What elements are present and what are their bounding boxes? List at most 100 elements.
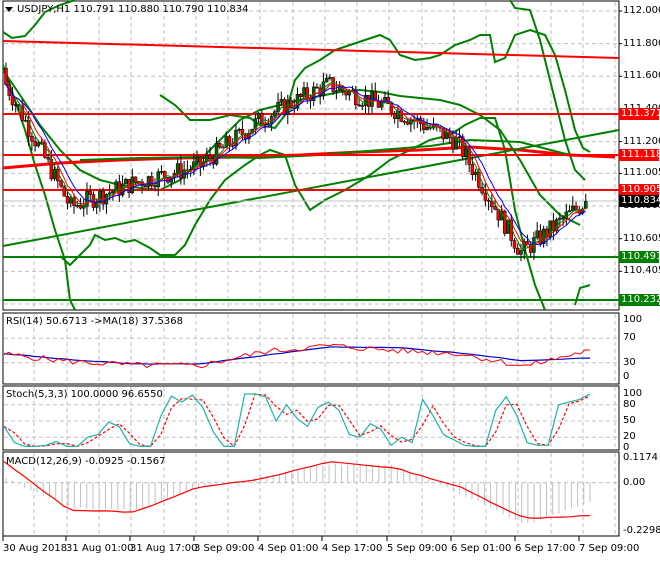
stoch-panel-title: Stoch(5,3,3) 100.0000 96.6550 xyxy=(6,389,163,400)
bearish-candle xyxy=(153,185,157,188)
bearish-candle xyxy=(422,123,426,130)
indicator-axis-label: 0.1174 xyxy=(623,452,658,463)
time-axis-label: 31 Aug 17:00 xyxy=(130,543,198,554)
bearish-candle xyxy=(493,206,497,210)
bullish-candle xyxy=(36,142,41,147)
bullish-candle xyxy=(519,250,523,255)
price-axis-label: 110.405 xyxy=(623,265,660,277)
bullish-candle xyxy=(175,163,180,174)
time-axis-label: 31 Aug 01:00 xyxy=(66,543,134,554)
indicator-axis-label: 100 xyxy=(623,314,643,325)
time-axis-label: 30 Aug 2018 xyxy=(3,543,68,554)
bearish-candle xyxy=(162,171,167,178)
current-price-tag: 110.834 xyxy=(619,195,660,208)
bearish-candle xyxy=(91,194,96,208)
bearish-candle xyxy=(101,190,105,205)
indicator-axis-label: -0.2298 xyxy=(623,525,660,536)
bearish-candle xyxy=(483,192,488,201)
bearish-candle xyxy=(208,155,212,160)
bullish-candle xyxy=(69,197,73,204)
bullish-candle xyxy=(159,171,164,173)
bullish-candle xyxy=(324,77,329,83)
bearish-candle xyxy=(10,95,15,106)
bullish-candle xyxy=(273,111,277,117)
level-price-tag: 110.905 xyxy=(619,183,660,196)
bearish-candle xyxy=(515,248,520,255)
time-axis-label: 6 Sep 17:00 xyxy=(515,543,576,554)
bearish-candle xyxy=(43,142,47,158)
bullish-candle xyxy=(13,104,18,106)
level-price-tag: 110.232 xyxy=(619,293,660,306)
bearish-candle xyxy=(402,121,407,123)
ma-red-line xyxy=(5,83,587,250)
time-axis-label: 7 Sep 09:00 xyxy=(579,543,640,554)
bullish-candle xyxy=(75,204,80,207)
indicator-axis-label: 50 xyxy=(623,415,636,426)
bollinger-lower-line xyxy=(2,64,76,311)
ma-blue-line xyxy=(5,84,587,246)
indicator-axis-label: 70 xyxy=(623,332,636,344)
price-axis-label: 111.200 xyxy=(623,135,660,147)
bollinger-upper-line xyxy=(2,0,76,40)
bearish-candle xyxy=(525,241,530,245)
bearish-candle xyxy=(20,105,24,121)
bearish-candle xyxy=(260,112,264,125)
bearish-candle xyxy=(78,204,83,209)
bullish-candle xyxy=(564,211,569,219)
bearish-candle xyxy=(227,136,232,146)
bullish-candle xyxy=(98,190,102,203)
bullish-candle xyxy=(535,230,539,238)
bearish-candle xyxy=(305,87,309,99)
bullish-candle xyxy=(473,171,478,175)
bullish-candle xyxy=(379,102,384,108)
rsi-panel-border xyxy=(2,312,620,385)
ohlc-values: 110.791 110.880 110.790 110.834 xyxy=(73,4,249,15)
bullish-candle xyxy=(425,126,429,130)
bearish-candle xyxy=(561,217,565,220)
stoch-signal-line xyxy=(3,393,591,448)
bullish-candle xyxy=(237,128,241,131)
stoch-main-line xyxy=(3,393,591,447)
dropdown-arrow-icon[interactable] xyxy=(5,6,13,12)
bullish-candle xyxy=(234,129,238,147)
price-axis-label: 111.005 xyxy=(623,167,660,179)
indicator-axis-label: 30 xyxy=(623,356,636,368)
bullish-candle xyxy=(52,169,57,180)
price-axis-label: 111.800 xyxy=(623,37,660,49)
macd-signal-line xyxy=(3,461,591,519)
bollinger-upper-line xyxy=(509,0,586,181)
level-price-tag: 111.118 xyxy=(619,148,660,161)
macd-panel-title: MACD(12,26,9) -0.0925 -0.1567 xyxy=(6,456,166,467)
bullish-candle xyxy=(214,143,219,165)
bullish-candle xyxy=(457,136,462,139)
bearish-candle xyxy=(59,180,63,187)
time-axis-label: 3 Sep 09:00 xyxy=(194,543,255,554)
bearish-candle xyxy=(496,209,501,221)
bullish-candle xyxy=(107,192,112,195)
bullish-candle xyxy=(464,148,468,158)
bullish-candle xyxy=(279,99,284,103)
bearish-candle xyxy=(512,240,517,249)
bearish-candle xyxy=(289,100,293,108)
bearish-candle xyxy=(477,171,481,188)
time-axis-label: 4 Sep 17:00 xyxy=(322,543,383,554)
bullish-candle xyxy=(256,112,261,119)
time-axis-label: 4 Sep 01:00 xyxy=(258,543,319,554)
time-axis-label: 5 Sep 09:00 xyxy=(387,543,448,554)
bearish-candle xyxy=(30,136,34,142)
bullish-candle xyxy=(23,119,28,122)
bearish-candle xyxy=(331,77,335,92)
rsi-ma-line xyxy=(3,346,591,365)
bullish-candle xyxy=(571,205,575,211)
indicator-axis-label: 0 xyxy=(623,371,630,382)
bearish-candle xyxy=(392,113,397,119)
bullish-candle xyxy=(360,105,365,107)
price-axis-label: 111.600 xyxy=(623,70,660,82)
indicator-axis-label: 20 xyxy=(623,431,636,443)
bullish-candle xyxy=(558,217,562,220)
bullish-candle xyxy=(295,94,300,109)
bearish-candle xyxy=(65,195,70,204)
bearish-candle xyxy=(480,187,484,194)
